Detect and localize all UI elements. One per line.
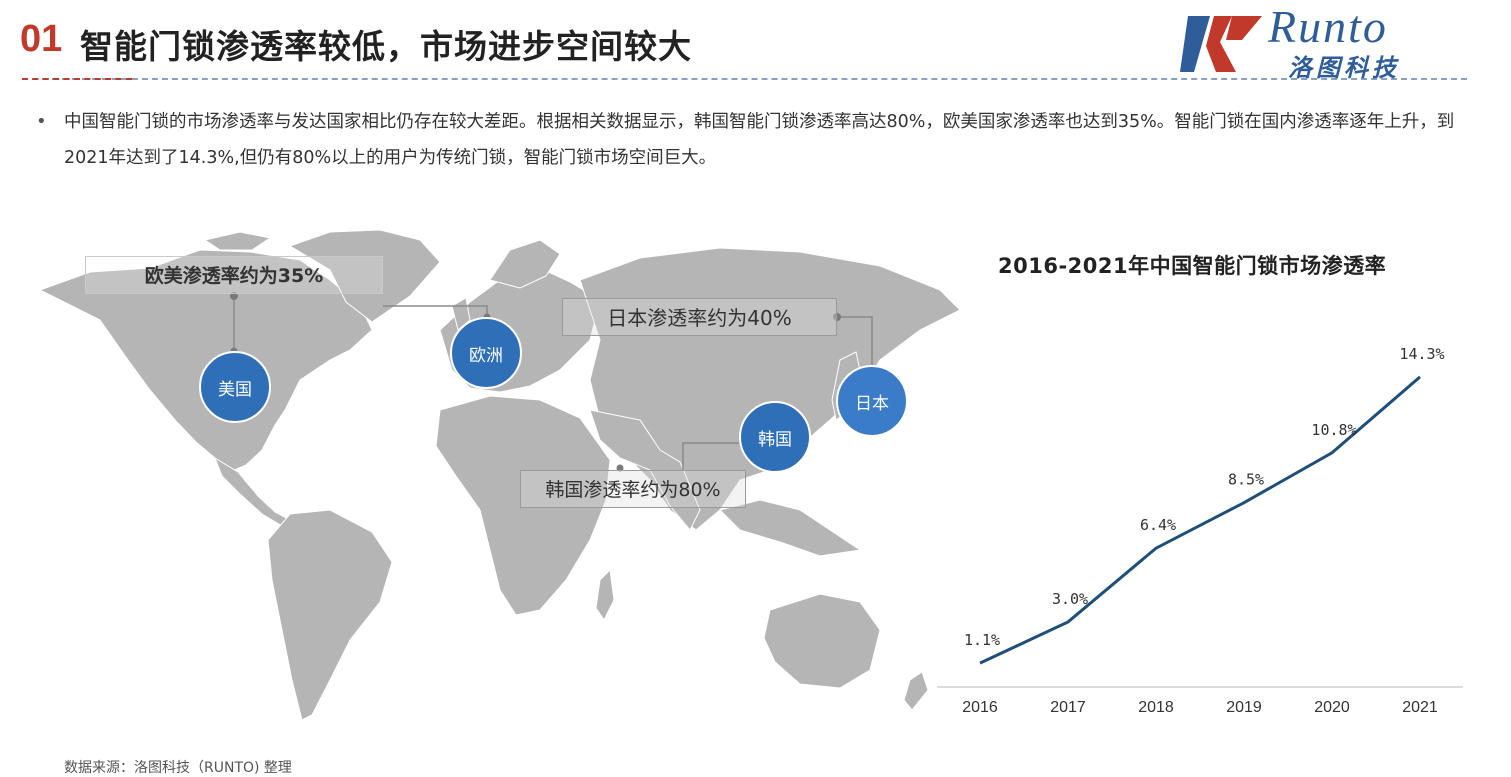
data-label: 10.8% — [1311, 421, 1356, 439]
data-label: 1.1% — [964, 631, 1000, 649]
world-map: 欧美渗透率约为35% 日本渗透率约为40% 韩国渗透率约为80% 美国 欧洲 韩… — [0, 210, 980, 730]
bubble-europe: 欧洲 — [450, 317, 522, 389]
header: 01 智能门锁渗透率较低，市场进步空间较大 Runto 洛图科技 — [0, 0, 1511, 90]
x-tick-label: 2018 — [1138, 699, 1174, 716]
logo-brand-cn: 洛图科技 — [1288, 54, 1400, 82]
callout-korea-penetration: 韩国渗透率约为80% — [520, 470, 746, 508]
runto-logo: Runto 洛图科技 — [1180, 1, 1470, 82]
x-tick-label: 2021 — [1402, 699, 1438, 716]
bubble-usa: 美国 — [199, 351, 271, 423]
series-line — [979, 375, 1421, 665]
x-tick-label: 2017 — [1050, 699, 1086, 716]
data-label: 8.5% — [1228, 471, 1264, 489]
logo-brand-en: Runto — [1268, 1, 1388, 52]
penetration-line-chart: 2016 2017 2018 2019 2020 2021 1.1% 3.0% 6.4% 8.5%… — [937, 345, 1463, 716]
title-divider — [22, 78, 1467, 80]
data-label: 14.3% — [1399, 345, 1444, 363]
x-tick-label: 2016 — [962, 699, 998, 716]
x-tick-label: 2020 — [1314, 699, 1350, 716]
x-tick-label: 2019 — [1226, 699, 1262, 716]
title-divider-accent — [22, 78, 132, 80]
data-source: 数据来源：洛图科技（RUNTO) 整理 — [64, 760, 292, 776]
section-number: 01 — [20, 18, 63, 60]
data-label: 3.0% — [1052, 590, 1088, 608]
bubble-korea: 韩国 — [739, 401, 811, 473]
page-title: 智能门锁渗透率较低，市场进步空间较大 — [80, 27, 692, 66]
runto-logo-icon — [1180, 16, 1262, 72]
bubble-japan: 日本 — [836, 365, 908, 437]
bullet-icon: • — [36, 111, 47, 132]
summary-text: 中国智能门锁的市场渗透率与发达国家相比仍存在较大差距。根据相关数据显示，韩国智能… — [64, 112, 1455, 168]
chart-title: 2016-2021年中国智能门锁市场渗透率 — [998, 254, 1387, 278]
data-label: 6.4% — [1140, 516, 1176, 534]
callout-us-eu-penetration: 欧美渗透率约为35% — [85, 256, 383, 294]
callout-japan-penetration: 日本渗透率约为40% — [562, 298, 837, 336]
